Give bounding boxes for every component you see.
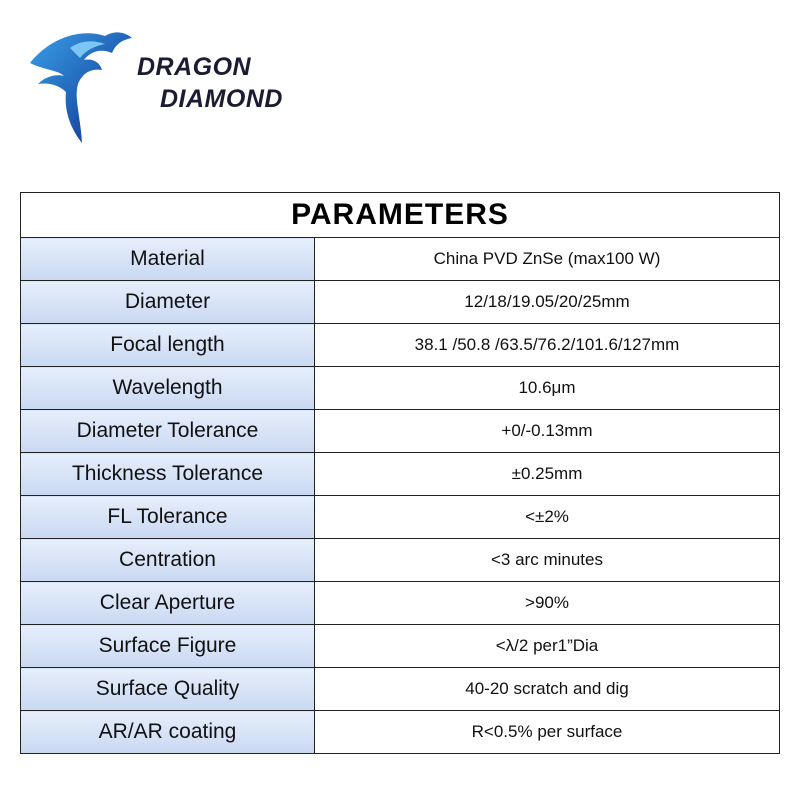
parameter-name: Surface Figure: [20, 624, 315, 668]
parameter-name: Thickness Tolerance: [20, 452, 315, 496]
brand-line: DIAMOND: [160, 85, 283, 113]
table-row: Thickness Tolerance ±0.25mm: [20, 452, 780, 496]
parameter-name: Diameter Tolerance: [20, 409, 315, 453]
brand-line: DRAGON: [137, 53, 252, 81]
parameter-name: Centration: [20, 538, 315, 582]
parameters-table: PARAMETERS Material China PVD ZnSe (max10…: [20, 192, 780, 754]
parameter-value: <3 arc minutes: [314, 538, 780, 582]
parameter-value: >90%: [314, 581, 780, 625]
parameter-name: Diameter: [20, 280, 315, 324]
parameter-value: 12/18/19.05/20/25mm: [314, 280, 780, 324]
table-row: Diameter Tolerance +0/-0.13mm: [20, 409, 780, 453]
table-row: Material China PVD ZnSe (max100 W): [20, 237, 780, 281]
parameter-name: FL Tolerance: [20, 495, 315, 539]
parameter-value: <λ/2 per1”Dia: [314, 624, 780, 668]
parameter-name: AR/AR coating: [20, 710, 315, 754]
table-row: Clear Aperture >90%: [20, 581, 780, 625]
table-row: Wavelength 10.6μm: [20, 366, 780, 410]
parameter-value: 38.1 /50.8 /63.5/76.2/101.6/127mm: [314, 323, 780, 367]
parameter-name: Clear Aperture: [20, 581, 315, 625]
parameter-name: Wavelength: [20, 366, 315, 410]
parameter-name: Focal length: [20, 323, 315, 367]
parameter-value: 10.6μm: [314, 366, 780, 410]
table-title: PARAMETERS: [20, 192, 780, 238]
table-row: Surface Figure <λ/2 per1”Dia: [20, 624, 780, 668]
parameter-value: +0/-0.13mm: [314, 409, 780, 453]
parameter-value: <±2%: [314, 495, 780, 539]
parameter-name: Surface Quality: [20, 667, 315, 711]
table-row: Surface Quality 40-20 scratch and dig: [20, 667, 780, 711]
table-row: AR/AR coating R<0.5% per surface: [20, 710, 780, 754]
table-row: Focal length 38.1 /50.8 /63.5/76.2/101.6/…: [20, 323, 780, 367]
parameter-value: 40-20 scratch and dig: [314, 667, 780, 711]
parameter-value: ±0.25mm: [314, 452, 780, 496]
parameter-value: China PVD ZnSe (max100 W): [314, 237, 780, 281]
table-row: Centration <3 arc minutes: [20, 538, 780, 582]
parameter-name: Material: [20, 237, 315, 281]
parameter-value: R<0.5% per surface: [314, 710, 780, 754]
table-row: FL Tolerance <±2%: [20, 495, 780, 539]
logo: [30, 32, 132, 143]
table-row: Diameter 12/18/19.05/20/25mm: [20, 280, 780, 324]
